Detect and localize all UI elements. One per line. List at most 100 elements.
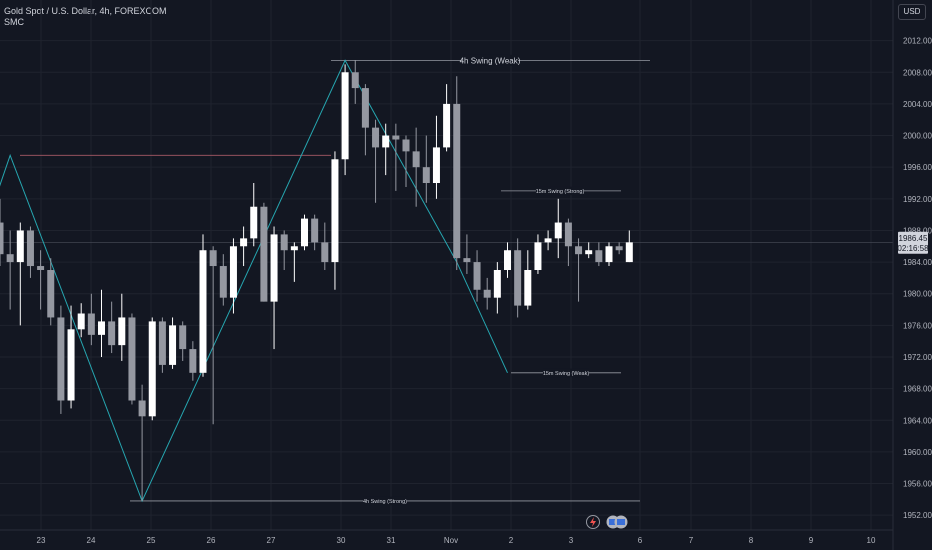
candle-body xyxy=(402,139,410,152)
candle-body xyxy=(473,262,481,290)
y-tick-label: 2008.00 xyxy=(903,68,932,77)
y-tick-label: 1992.00 xyxy=(903,195,932,204)
candles xyxy=(0,60,633,501)
x-tick-label: 10 xyxy=(867,536,876,545)
candle-body xyxy=(67,329,75,401)
candle-body xyxy=(301,218,308,247)
y-tick-label: 1968.00 xyxy=(903,385,932,394)
x-tick-label: 31 xyxy=(387,536,396,545)
swing-label: 15m Swing (Strong) xyxy=(536,189,585,195)
candle-body xyxy=(26,230,34,267)
candle-body xyxy=(453,103,461,259)
candle-body xyxy=(118,317,126,346)
flag-glyph xyxy=(617,519,625,525)
x-tick-label: 2 xyxy=(509,536,514,545)
candle-body xyxy=(463,258,471,263)
candle-body xyxy=(189,349,197,373)
candle-body xyxy=(280,234,288,251)
y-tick-label: 1980.00 xyxy=(903,290,932,299)
x-tick-label: 3 xyxy=(569,536,574,545)
swing-label: 4h Swing (Weak) xyxy=(460,56,521,65)
y-tick-label: 1956.00 xyxy=(903,480,932,489)
candle-body xyxy=(625,242,633,263)
last-price-label: 1986.45 xyxy=(899,234,928,243)
x-tick-label: 9 xyxy=(809,536,814,545)
flag-glyph xyxy=(609,519,617,525)
x-tick-label: 26 xyxy=(207,536,216,545)
candle-body xyxy=(382,135,390,148)
candle-body xyxy=(392,135,400,140)
candle-body xyxy=(179,325,187,350)
swing-label: 15m Swing (Weak) xyxy=(543,371,590,377)
event-icons xyxy=(586,515,628,529)
x-tick-label: 30 xyxy=(337,536,346,545)
swing-label-bg xyxy=(543,368,589,378)
candle-body xyxy=(595,250,603,263)
x-tick-label: 27 xyxy=(267,536,276,545)
countdown-label: 02:16:58 xyxy=(897,244,929,253)
x-tick-label: 8 xyxy=(749,536,754,545)
candle-body xyxy=(534,242,542,270)
indicator-label[interactable]: SMC xyxy=(4,17,24,27)
price-axis: 1952.00 1956.00 1960.00 1964.00 1968.00 1972.… xyxy=(892,0,932,550)
candle-body xyxy=(321,242,329,263)
candle-body xyxy=(514,250,522,306)
swing-label-bg xyxy=(536,186,584,196)
candle-body xyxy=(98,321,105,335)
candle-body xyxy=(229,246,237,298)
candle-body xyxy=(615,246,623,251)
swing-label-bg xyxy=(363,496,407,506)
candle-body xyxy=(483,289,491,298)
candle-body xyxy=(554,222,562,239)
candle-body xyxy=(6,254,14,263)
y-tick-label: 2012.00 xyxy=(903,37,932,46)
candle-body xyxy=(47,270,55,318)
candle-body xyxy=(209,250,217,267)
candle-body xyxy=(351,72,359,89)
candle-body xyxy=(138,400,146,417)
candle-body xyxy=(0,222,4,255)
candle-body xyxy=(504,250,511,270)
swing-label: 4h Swing (Strong) xyxy=(363,499,407,505)
candle-body xyxy=(77,313,85,330)
candle-body xyxy=(311,218,319,243)
swing-label-bg xyxy=(462,54,518,66)
y-tick-label: 1984.00 xyxy=(903,258,932,267)
candle-body xyxy=(169,325,177,365)
candle-body xyxy=(16,230,24,263)
candle-body xyxy=(270,234,278,302)
candle-body xyxy=(605,246,613,263)
candle-body xyxy=(443,103,451,148)
lightning-glyph xyxy=(590,517,596,527)
swing-levels: 4h Swing (Weak) 15m Swing (Strong) 15m Swi… xyxy=(0,54,893,506)
currency-button[interactable]: USD xyxy=(898,4,926,20)
y-tick-label: 1960.00 xyxy=(903,448,932,457)
candle-body xyxy=(260,206,268,302)
candle-body xyxy=(341,72,349,160)
y-tick-label: 1972.00 xyxy=(903,353,932,362)
y-tick-label: 1996.00 xyxy=(903,163,932,172)
y-tick-label: 1952.00 xyxy=(903,511,932,520)
zigzag-line xyxy=(0,59,508,503)
candle-body xyxy=(432,147,440,183)
candle-body xyxy=(544,238,552,243)
candle-body xyxy=(128,317,136,401)
candle-body xyxy=(108,321,116,346)
x-tick-label: Nov xyxy=(444,536,458,545)
candle-body xyxy=(240,238,248,247)
symbol-title[interactable]: Gold Spot / U.S. Dollar, 4h, FOREXCOM xyxy=(4,6,167,16)
candle-body xyxy=(361,88,369,128)
candle-body xyxy=(148,321,156,417)
candle-body xyxy=(37,266,45,270)
y-tick-label: 2004.00 xyxy=(903,100,932,109)
candle-body xyxy=(219,266,227,298)
candle-body xyxy=(524,270,532,306)
candle-body xyxy=(199,250,207,373)
candle-body xyxy=(372,127,380,148)
y-tick-label: 2000.00 xyxy=(903,132,932,141)
x-tick-label: 25 xyxy=(147,536,156,545)
y-tick-label: 1988.00 xyxy=(903,226,932,235)
last-price-box xyxy=(898,231,928,254)
candle-body xyxy=(564,222,572,247)
